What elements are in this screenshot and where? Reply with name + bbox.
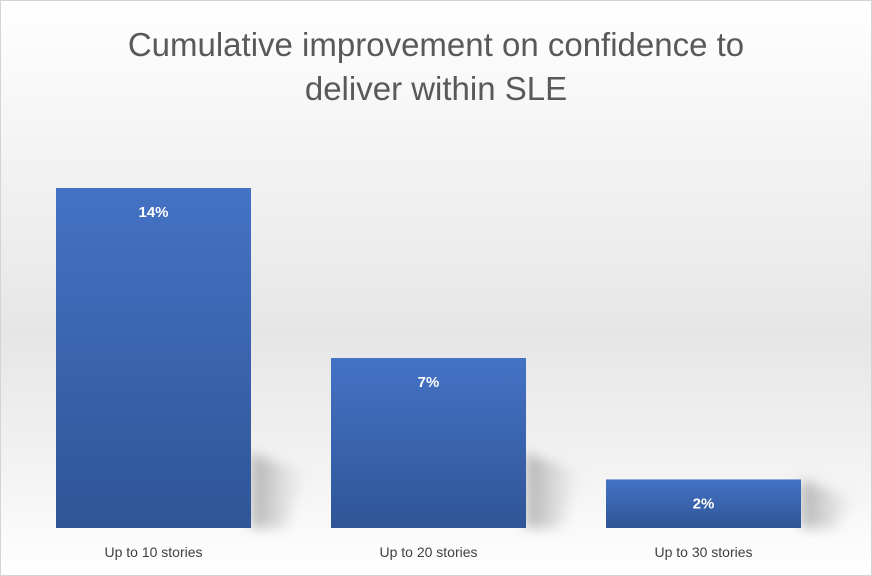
bar-shadow [801,479,856,528]
chart-title: Cumulative improvement on confidence to … [127,26,745,107]
bar-2 [331,358,526,528]
x-tick-label-2: Up to 20 stories [379,544,477,560]
data-label-2: 7% [418,374,440,391]
data-label-3: 2% [693,495,715,512]
bar-shadow [526,453,581,528]
x-tick-label-3: Up to 30 stories [654,544,752,560]
x-tick-label-1: Up to 10 stories [104,544,202,560]
bar-1 [56,188,251,528]
bar-shadow [251,453,306,528]
bar-3 [606,479,801,528]
data-label-1: 14% [138,204,168,221]
